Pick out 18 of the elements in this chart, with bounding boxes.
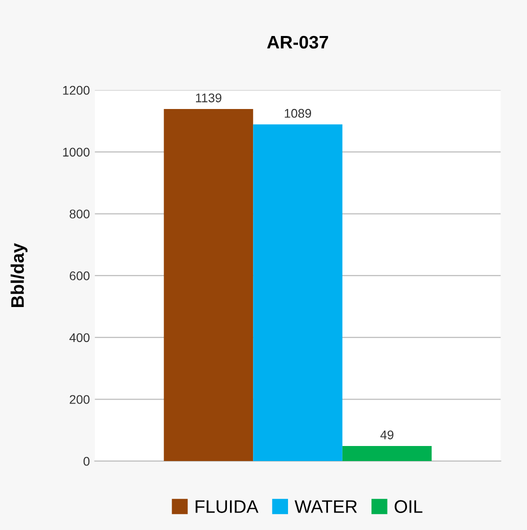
- data-label: 1089: [284, 108, 312, 118]
- y-tick-label: 200: [70, 395, 90, 404]
- data-label: 49: [380, 430, 394, 440]
- legend-label: WATER: [294, 500, 357, 513]
- bar: [164, 108, 254, 462]
- legend-label: OIL: [394, 500, 422, 513]
- y-tick-label: 600: [70, 271, 90, 280]
- y-tick-label: 1200: [63, 86, 90, 95]
- y-tick-label: 0: [84, 456, 90, 466]
- bar: [342, 446, 432, 462]
- y-tick-label: 400: [69, 333, 90, 342]
- y-tick-label: 1000: [63, 148, 90, 157]
- legend-label: FLUIDA: [196, 500, 258, 513]
- y-axis-title: Bbl/day: [10, 243, 28, 307]
- y-tick-label: 800: [70, 210, 90, 218]
- chart-title: AR-037: [267, 36, 328, 49]
- bar: [253, 124, 342, 462]
- data-label: 1139: [196, 93, 222, 102]
